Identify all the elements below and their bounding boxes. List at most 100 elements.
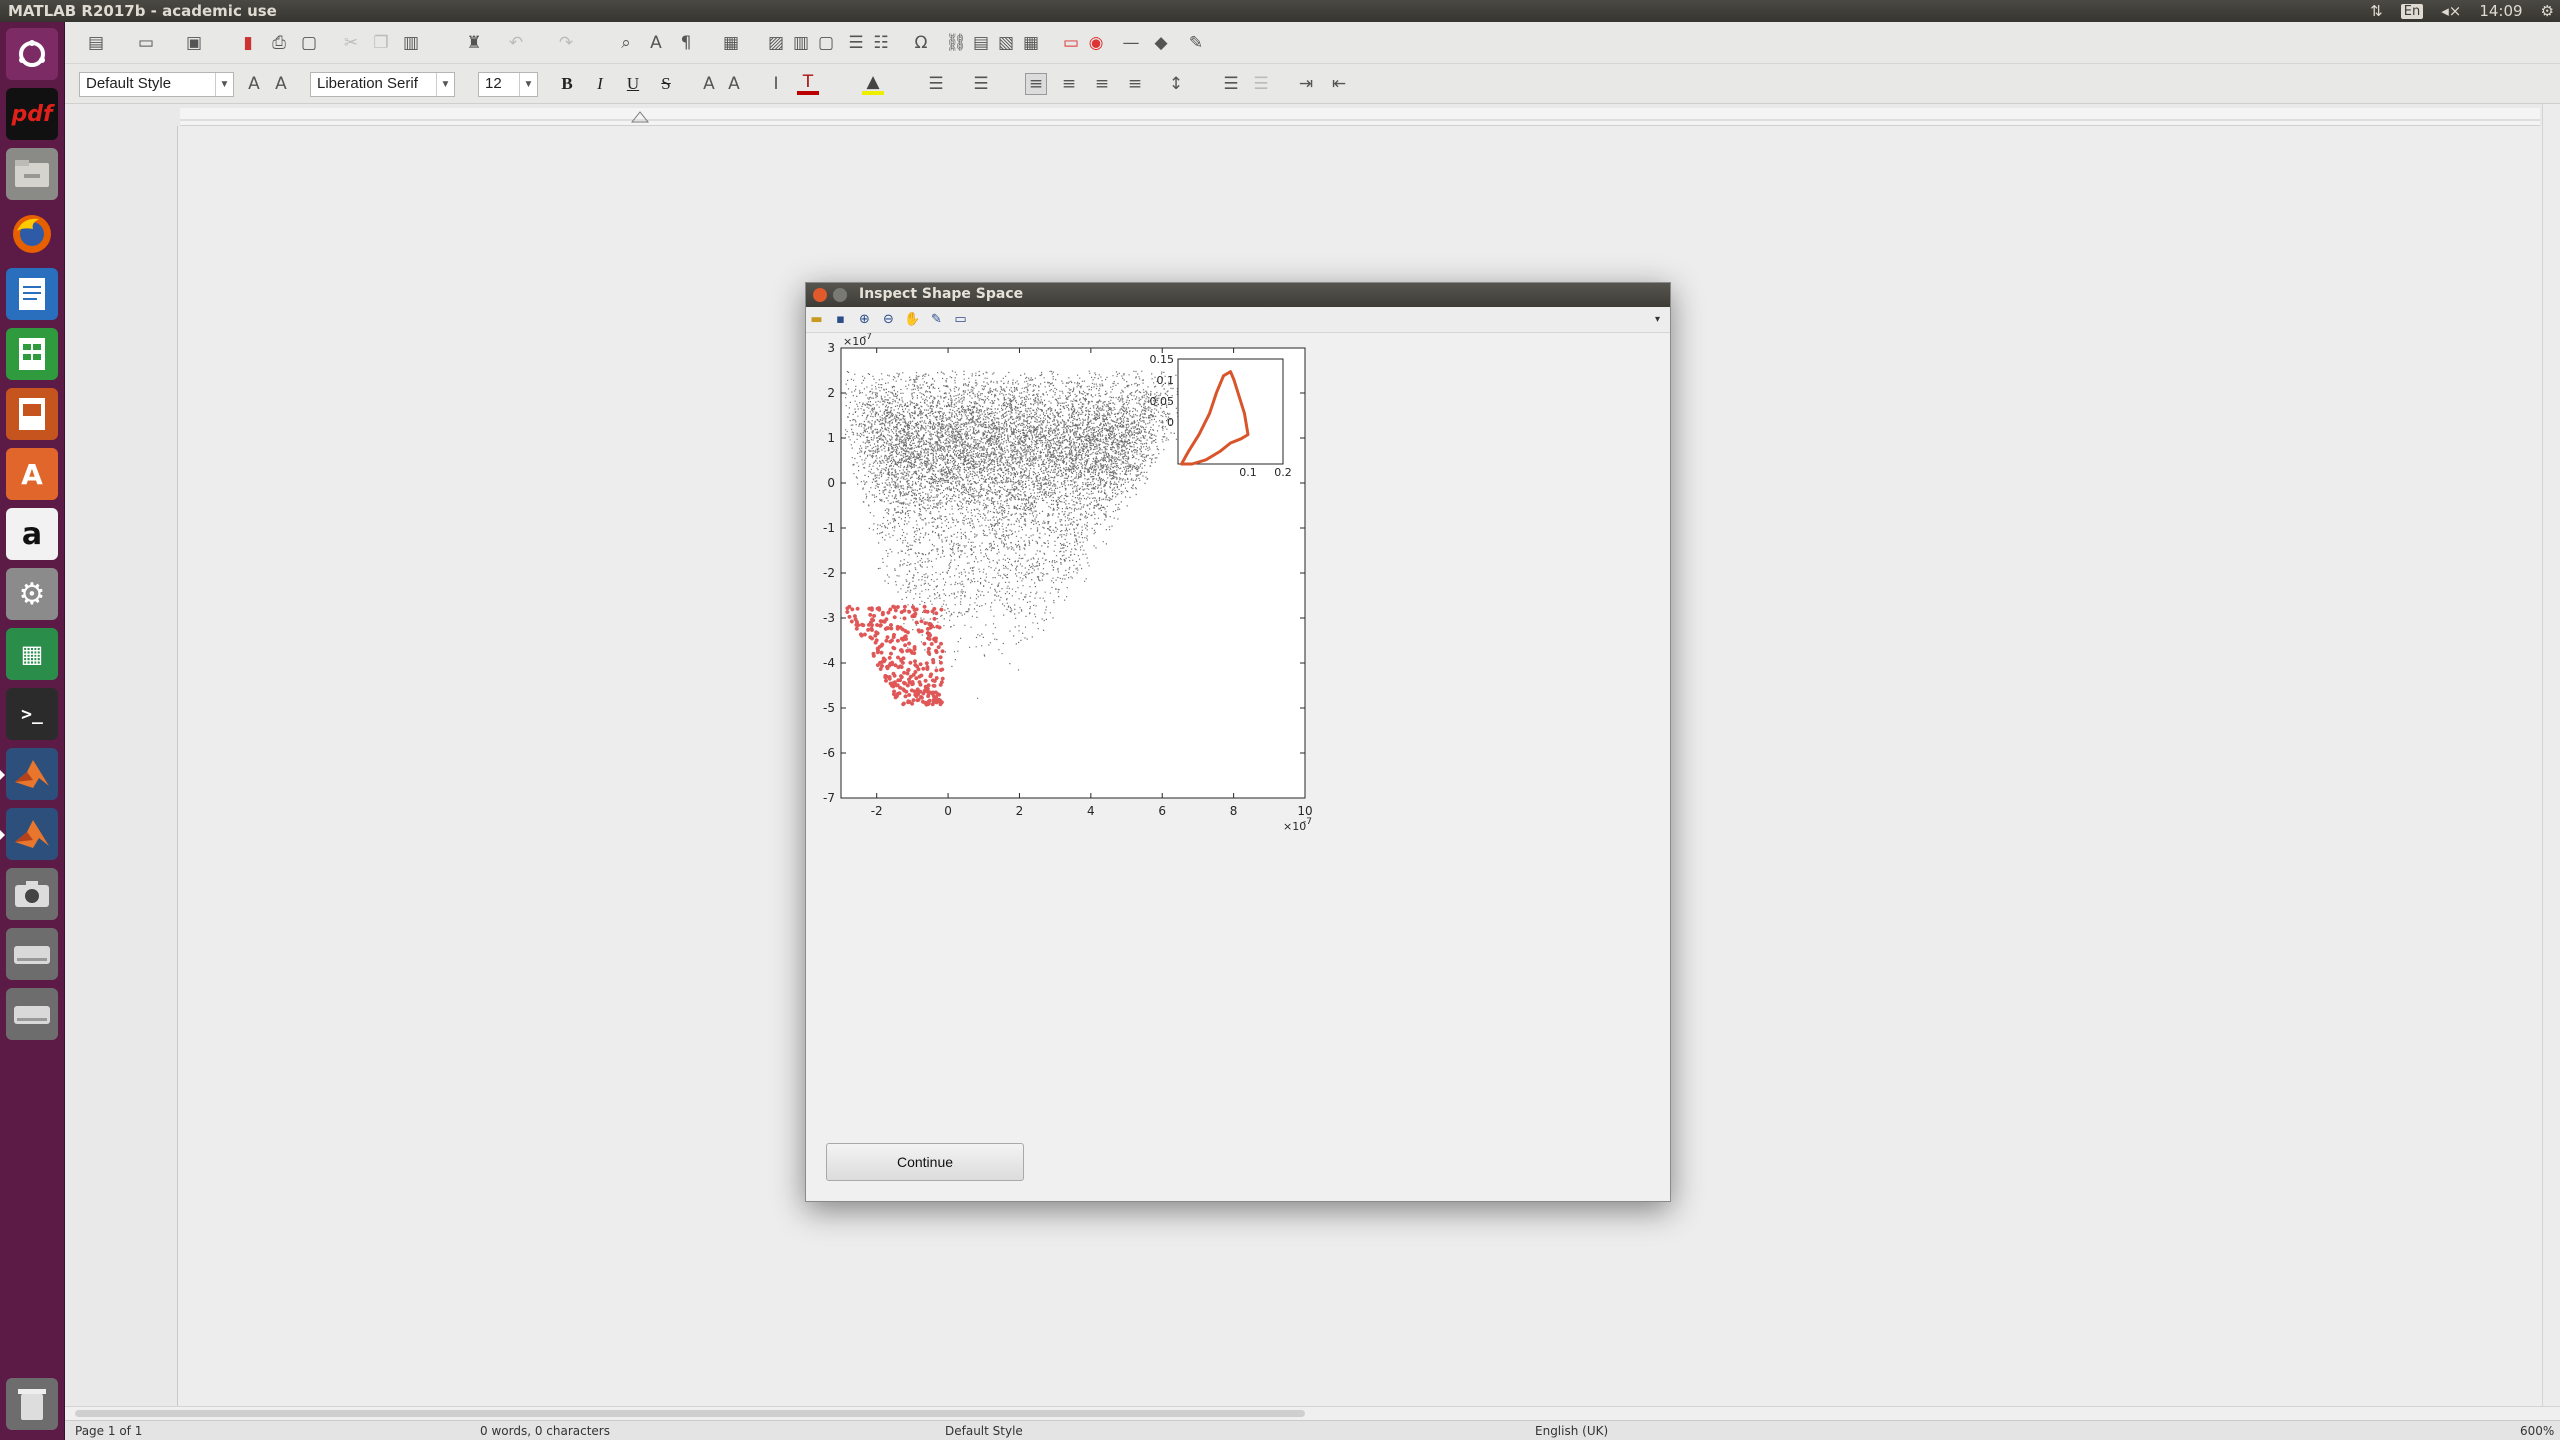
superscript-icon[interactable]: A [703, 74, 715, 94]
basic-shapes-icon[interactable]: ◆ [1154, 33, 1168, 53]
special-character-icon[interactable]: Ω [914, 33, 928, 53]
insert-field-icon[interactable]: ☷ [873, 33, 889, 53]
inset-axes[interactable]: 0.1 0.2 0.15 0.1 0.05 0 [1150, 353, 1292, 479]
update-style-icon[interactable]: A [248, 74, 260, 94]
highlight-icon[interactable]: ▲ [862, 72, 884, 95]
bold-button[interactable]: B [561, 74, 573, 93]
redo-icon[interactable]: ↷ [558, 33, 574, 53]
dock-icon[interactable]: ▭ [954, 312, 967, 327]
align-center-button[interactable]: ≡ [1061, 74, 1077, 94]
justify-button[interactable]: ≡ [1127, 74, 1143, 94]
cut-icon[interactable]: ✂ [343, 33, 359, 53]
print-preview-icon[interactable]: ▢ [300, 33, 318, 53]
screenshot-icon[interactable] [6, 868, 58, 920]
print-icon[interactable]: ⎙ [272, 33, 286, 53]
spelling-icon[interactable]: A [650, 33, 662, 53]
continue-button[interactable]: Continue [826, 1143, 1024, 1181]
open-icon[interactable]: ▭ [137, 33, 155, 53]
new-style-icon[interactable]: A [275, 74, 287, 94]
keyboard-layout[interactable]: En [2400, 3, 2424, 19]
matlab-icon[interactable] [0, 808, 58, 860]
font-color-icon[interactable]: T [797, 72, 819, 95]
clear-formatting-icon[interactable]: I [773, 74, 779, 94]
underline-button[interactable]: U [626, 74, 640, 93]
spreadsheet-icon[interactable]: ▦ [6, 628, 58, 680]
track-changes-icon[interactable]: ◉ [1088, 33, 1104, 53]
chevron-down-icon[interactable]: ▾ [1654, 314, 1661, 325]
undo-icon[interactable]: ↶ [508, 33, 524, 53]
settings-icon[interactable]: ⚙ [6, 568, 58, 620]
insert-chart-icon[interactable]: ▥ [792, 33, 810, 53]
decrease-paragraph-spacing-icon[interactable]: ☰ [1253, 74, 1269, 94]
brush-icon[interactable]: ✎ [931, 312, 942, 327]
drive-icon[interactable] [6, 928, 58, 980]
save-icon[interactable]: ▣ [185, 33, 203, 53]
new-document-icon[interactable]: ▤ [87, 33, 105, 53]
files-icon[interactable] [6, 148, 58, 200]
amazon-icon[interactable]: a [6, 508, 58, 560]
export-pdf-icon[interactable]: ▮ [243, 33, 253, 53]
network-icon[interactable]: ⇅ [2370, 2, 2383, 20]
insert-table-icon[interactable]: ▦ [722, 33, 740, 53]
drive-icon[interactable] [6, 988, 58, 1040]
zoom-level[interactable]: 600% [2520, 1424, 2555, 1438]
trash-icon[interactable] [6, 1378, 58, 1430]
page-count[interactable]: Page 1 of 1 [75, 1424, 143, 1438]
insert-textbox-icon[interactable]: ▢ [817, 33, 835, 53]
footnote-icon[interactable]: ▤ [972, 33, 990, 53]
copy-icon[interactable]: ❐ [373, 33, 389, 53]
pan-icon[interactable]: ✋ [904, 312, 921, 327]
bookmark-icon[interactable]: ▧ [997, 33, 1015, 53]
font-size-select[interactable]: 12 ▼ [478, 72, 538, 97]
formatting-marks-icon[interactable]: ¶ [680, 33, 692, 53]
minimize-icon[interactable] [833, 288, 847, 302]
align-right-button[interactable]: ≡ [1094, 74, 1110, 94]
italic-button[interactable]: I [597, 74, 603, 93]
horizontal-scrollbar[interactable] [65, 1406, 2560, 1420]
insert-line-icon[interactable]: — [1122, 33, 1140, 53]
software-center-icon[interactable]: A [6, 448, 58, 500]
paragraph-style-select[interactable]: Default Style ▼ [79, 72, 234, 97]
align-left-button[interactable]: ≡ [1025, 73, 1047, 95]
bullets-icon[interactable]: ☰ [928, 74, 944, 94]
firefox-icon[interactable] [6, 208, 58, 260]
increase-indent-icon[interactable]: ⇥ [1298, 74, 1314, 94]
draw-functions-icon[interactable]: ✎ [1188, 33, 1204, 53]
comment-icon[interactable]: ▭ [1062, 33, 1080, 53]
ubuntu-dash-icon[interactable] [6, 28, 58, 80]
language[interactable]: English (UK) [1535, 1424, 1609, 1438]
insert-image-icon[interactable]: ▨ [767, 33, 785, 53]
open-folder-icon[interactable]: ▬ [810, 312, 823, 327]
chevron-down-icon[interactable]: ▼ [436, 73, 454, 96]
matlab-icon[interactable] [0, 748, 58, 800]
zoom-out-icon[interactable]: ⊖ [883, 312, 894, 327]
line-spacing-icon[interactable]: ↕ [1168, 74, 1184, 94]
cross-reference-icon[interactable]: ▦ [1022, 33, 1040, 53]
font-name-select[interactable]: Liberation Serif ▼ [310, 72, 455, 97]
clone-formatting-icon[interactable]: ♜ [466, 33, 482, 53]
find-replace-icon[interactable]: ⌕ [621, 33, 631, 53]
gear-icon[interactable]: ⚙ [2540, 2, 2554, 20]
page-break-icon[interactable]: ☰ [848, 33, 864, 53]
dialog-titlebar[interactable]: Inspect Shape Space [806, 283, 1670, 307]
subscript-icon[interactable]: A [728, 74, 740, 94]
paste-icon[interactable]: ▥ [402, 33, 420, 53]
writer-icon[interactable] [6, 268, 58, 320]
strikethrough-button[interactable]: S [661, 74, 671, 93]
word-count[interactable]: 0 words, 0 characters [480, 1424, 610, 1438]
increase-paragraph-spacing-icon[interactable]: ☰ [1223, 74, 1239, 94]
hyperlink-icon[interactable]: ⛓ [945, 33, 967, 53]
vertical-scrollbar[interactable] [2542, 104, 2560, 1406]
clock[interactable]: 14:09 [2479, 2, 2523, 20]
numbering-icon[interactable]: ☰ [973, 74, 989, 94]
close-icon[interactable] [813, 288, 827, 302]
terminal-icon[interactable]: >_ [6, 688, 58, 740]
zoom-in-icon[interactable]: ⊕ [859, 312, 870, 327]
scrollbar-thumb[interactable] [75, 1410, 1305, 1417]
ruler[interactable] [180, 108, 2540, 126]
calc-icon[interactable] [6, 328, 58, 380]
chevron-down-icon[interactable]: ▼ [519, 73, 537, 96]
decrease-indent-icon[interactable]: ⇤ [1331, 74, 1347, 94]
volume-icon[interactable]: ◂× [2441, 2, 2462, 20]
